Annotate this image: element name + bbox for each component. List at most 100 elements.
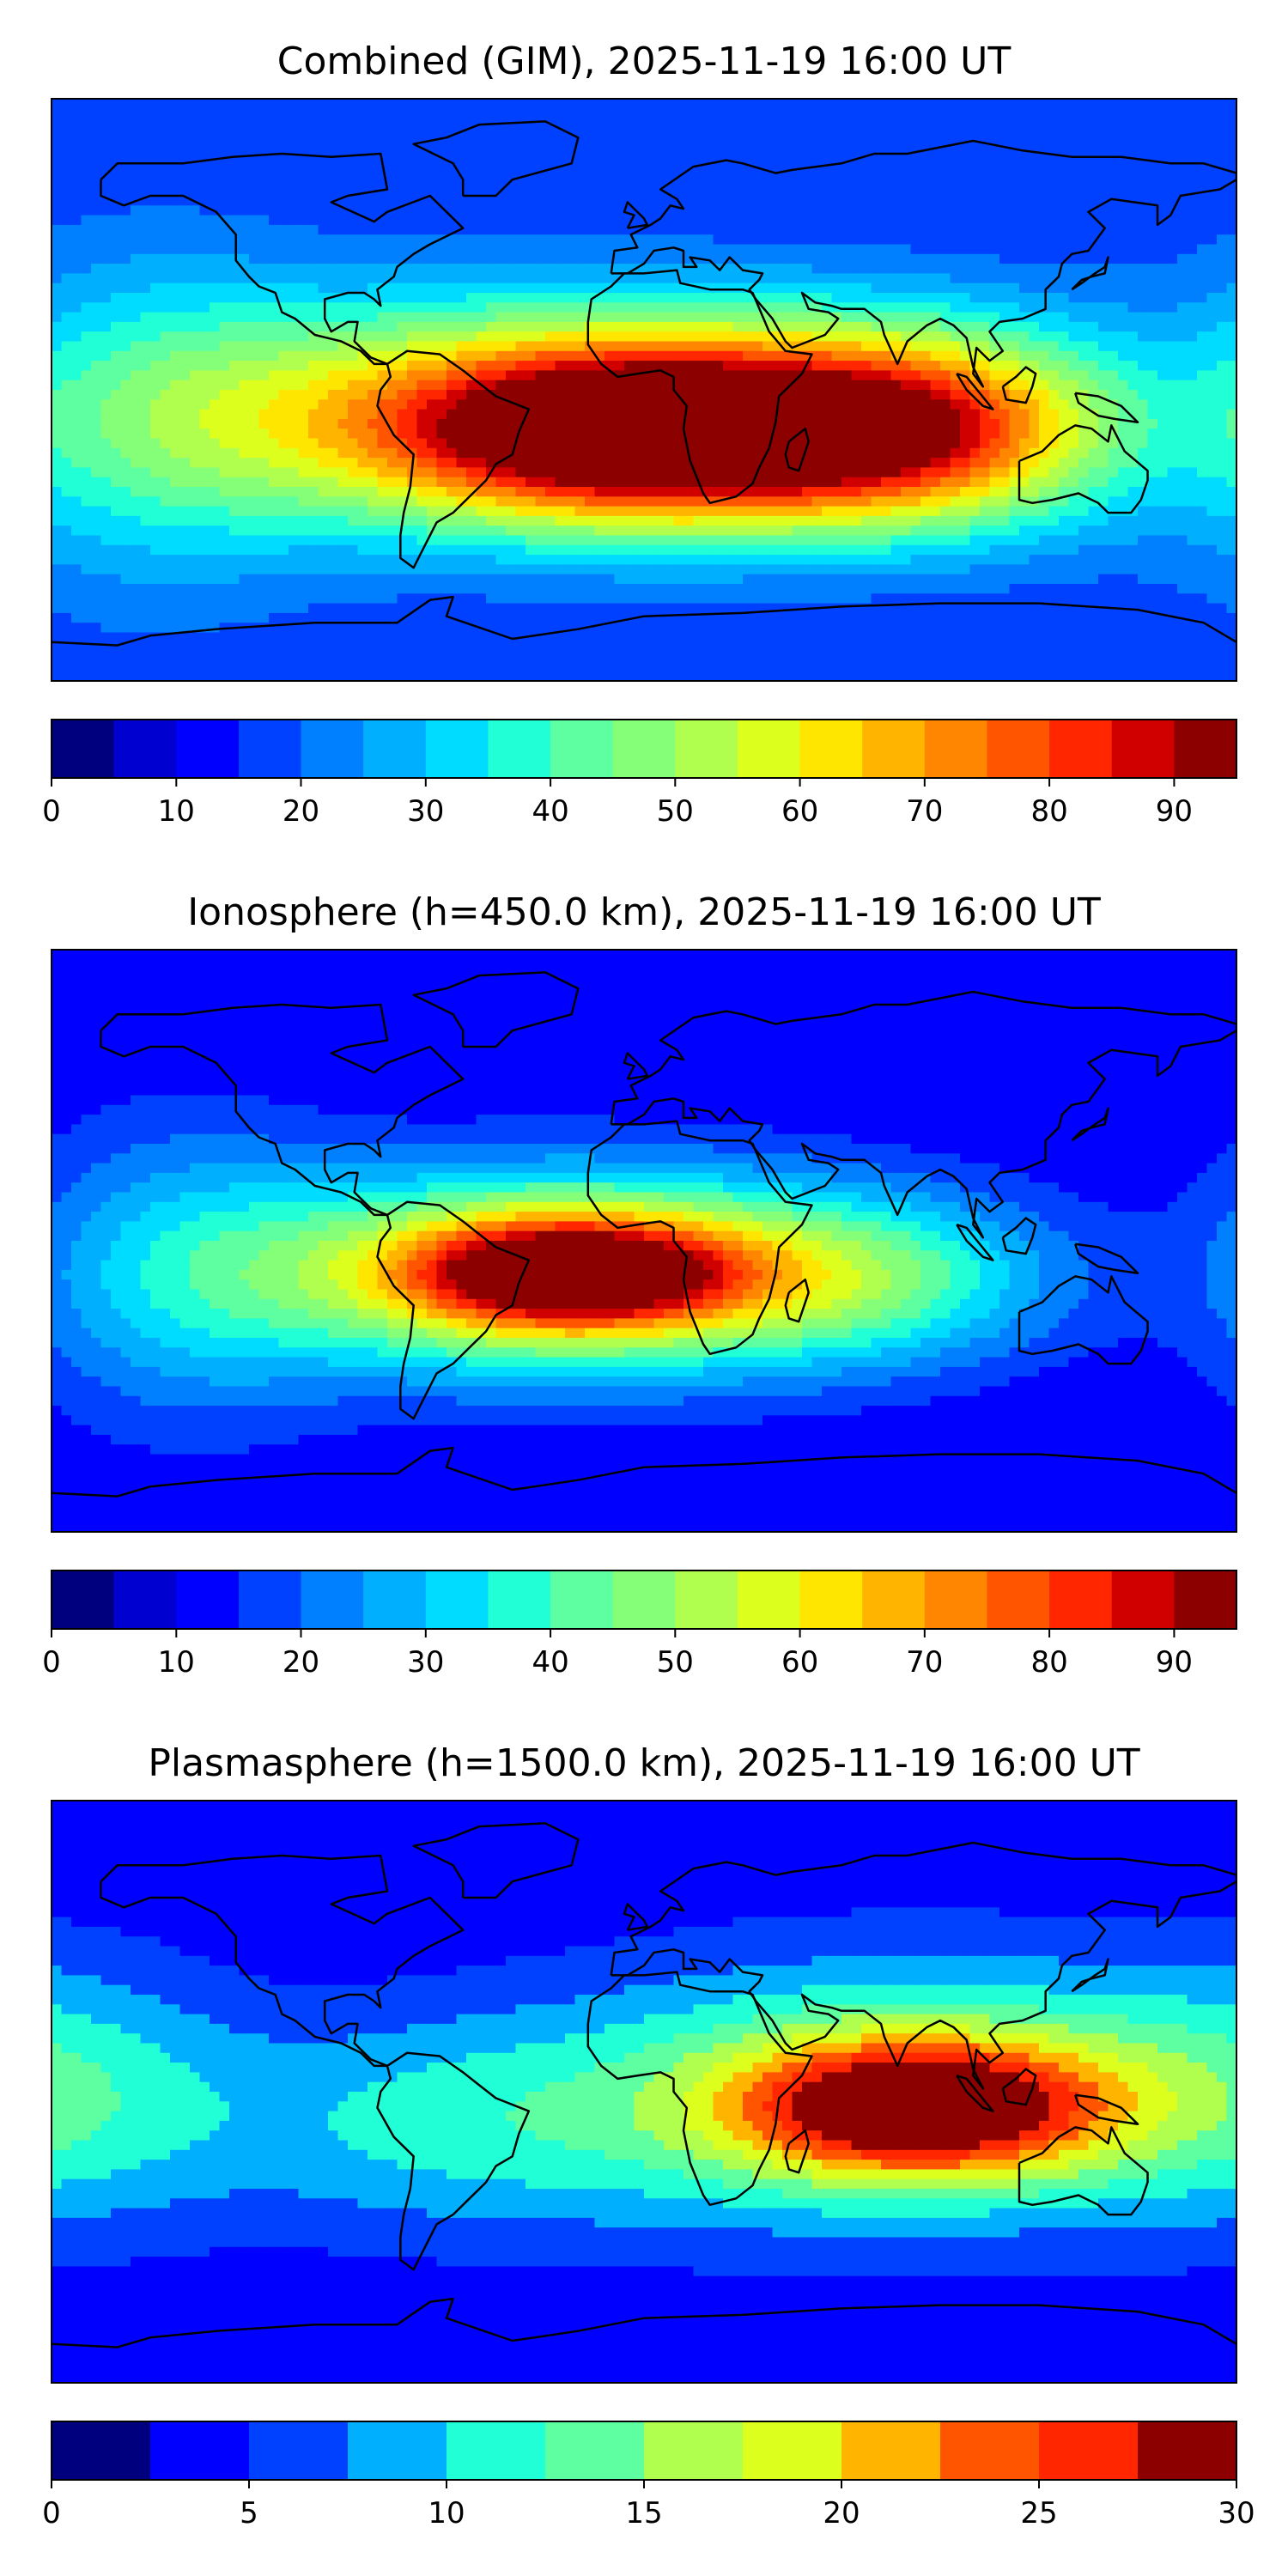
field-cell <box>535 467 546 478</box>
field-cell <box>456 312 467 323</box>
field-cell <box>170 293 181 303</box>
field-cell <box>387 118 398 129</box>
field-cell <box>61 118 72 129</box>
field-cell <box>239 196 250 206</box>
field-cell <box>61 496 72 507</box>
field-cell <box>436 302 447 313</box>
field-cell <box>328 380 339 391</box>
field-cell <box>160 167 171 177</box>
field-cell <box>1157 361 1169 371</box>
field-cell <box>664 147 675 158</box>
field-cell <box>1138 418 1149 429</box>
field-cell <box>486 156 497 167</box>
field-cell <box>782 137 793 149</box>
field-cell <box>170 321 181 332</box>
field-cell <box>1187 273 1198 284</box>
field-cell <box>199 244 210 255</box>
field-cell <box>664 312 675 323</box>
field-cell <box>792 496 803 507</box>
field-cell <box>920 467 932 478</box>
field-cell <box>495 447 507 459</box>
field-cell <box>357 370 368 381</box>
field-cell <box>920 99 932 109</box>
field-cell <box>555 438 566 449</box>
field-cell <box>723 350 734 361</box>
field-cell <box>1138 196 1149 206</box>
field-cell <box>229 234 240 246</box>
field-cell <box>653 350 665 361</box>
field-cell <box>229 487 240 497</box>
field-cell <box>811 458 823 468</box>
field-cell <box>1226 215 1236 226</box>
field-cell <box>52 418 63 429</box>
field-cell <box>239 156 250 167</box>
field-cell <box>1088 341 1099 352</box>
field-cell <box>190 224 201 235</box>
field-cell <box>179 302 191 313</box>
field-cell <box>515 264 526 274</box>
field-cell <box>624 108 635 119</box>
field-cell <box>664 390 675 400</box>
field-cell <box>822 176 833 187</box>
field-cell <box>743 264 754 274</box>
field-cell <box>1098 283 1109 294</box>
field-cell <box>219 253 230 264</box>
field-cell <box>980 409 991 420</box>
field-cell <box>535 302 546 313</box>
field-cell <box>179 167 191 177</box>
field-cell <box>1078 341 1090 352</box>
field-cell <box>466 380 477 391</box>
field-cell <box>574 312 586 323</box>
field-cell <box>199 341 210 352</box>
field-cell <box>901 99 912 109</box>
field-cell <box>614 487 625 497</box>
field-cell <box>940 253 951 264</box>
field-cell <box>1029 118 1040 129</box>
field-cell <box>1059 418 1070 429</box>
field-cell <box>831 361 842 371</box>
field-cell <box>447 467 458 478</box>
field-cell <box>357 108 368 119</box>
field-cell <box>920 312 932 323</box>
field-cell <box>436 447 447 459</box>
field-cell <box>416 273 428 284</box>
field-cell <box>1029 341 1040 352</box>
field-cell <box>515 312 526 323</box>
field-cell <box>811 380 823 391</box>
field-cell <box>910 127 921 138</box>
field-cell <box>851 108 862 119</box>
field-cell <box>950 428 961 440</box>
field-cell <box>111 321 122 332</box>
field-cell <box>199 428 210 440</box>
field-cell <box>456 253 467 264</box>
field-cell <box>980 156 991 167</box>
field-cell <box>258 409 270 420</box>
field-cell <box>258 118 270 129</box>
field-cell <box>1039 167 1050 177</box>
field-cell <box>802 447 813 459</box>
field-cell <box>1177 205 1188 216</box>
field-cell <box>1138 312 1149 323</box>
field-cell <box>1029 477 1040 488</box>
field-cell <box>357 293 368 303</box>
field-cell <box>407 283 418 294</box>
field-cell <box>574 341 586 352</box>
field-cell <box>476 361 487 371</box>
field-cell <box>1167 487 1178 497</box>
field-cell <box>269 331 280 343</box>
field-cell <box>811 224 823 235</box>
field-cell <box>1048 108 1060 119</box>
field-cell <box>1009 185 1020 197</box>
field-cell <box>861 458 872 468</box>
field-cell <box>1187 487 1198 497</box>
field-cell <box>930 458 941 468</box>
field-cell <box>881 127 892 138</box>
field-cell <box>91 409 102 420</box>
field-cell <box>318 477 329 488</box>
field-cell <box>526 390 537 400</box>
field-cell <box>100 99 112 109</box>
field-cell <box>634 361 645 371</box>
field-cell <box>940 390 951 400</box>
field-cell <box>1177 224 1188 235</box>
field-cell <box>219 428 230 440</box>
